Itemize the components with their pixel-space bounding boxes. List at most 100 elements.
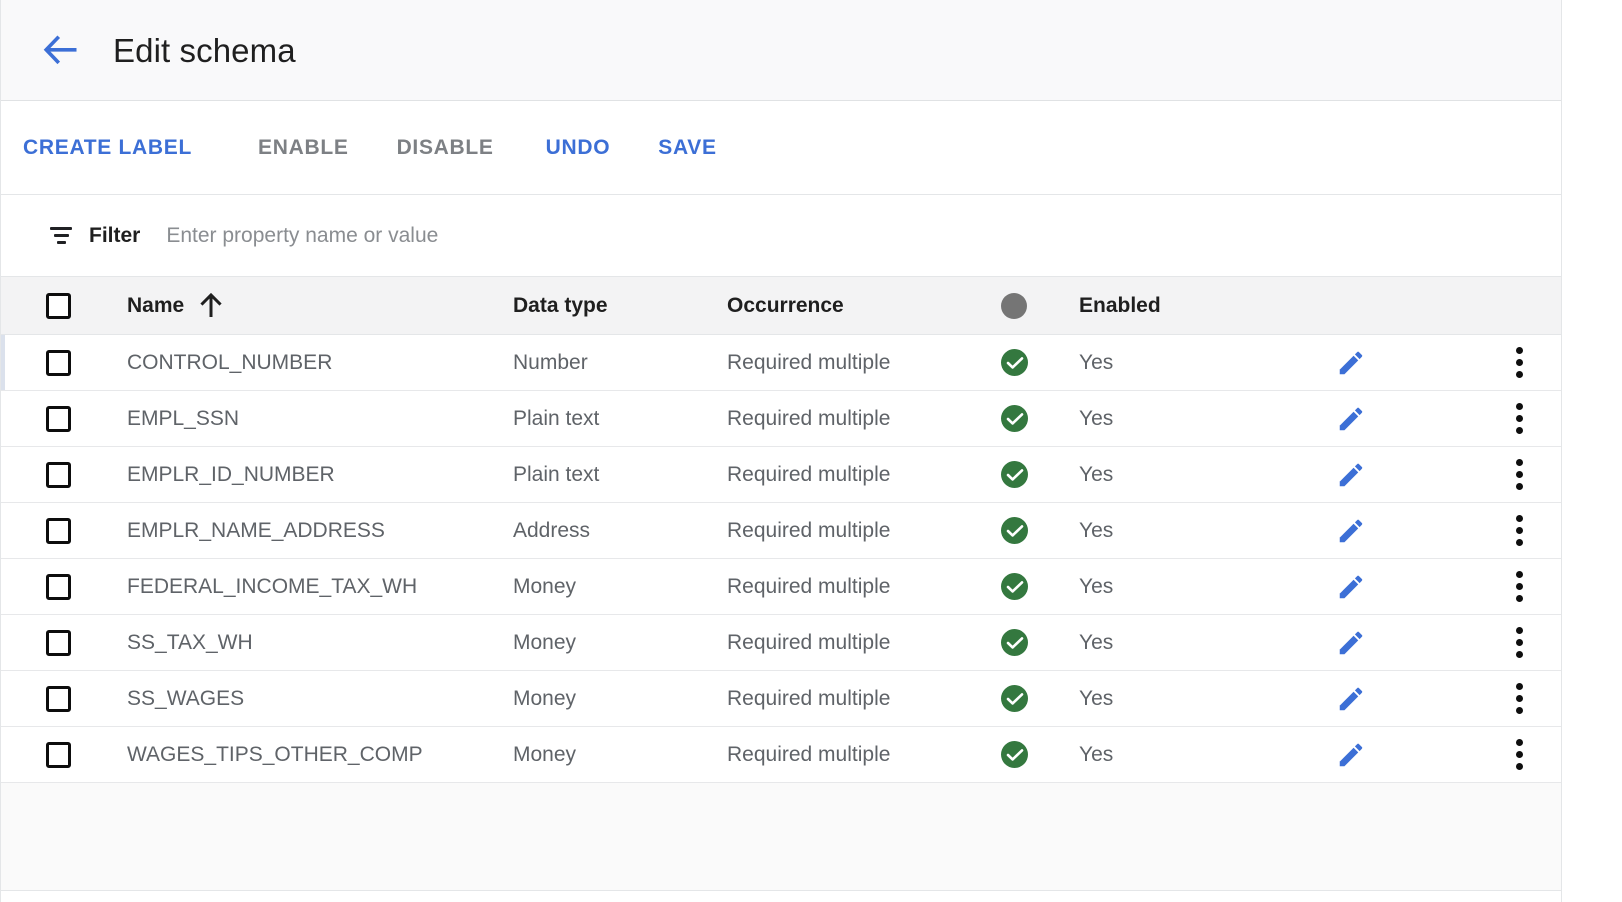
column-header-name[interactable]: Name: [127, 292, 513, 319]
column-header-occurrence-label: Occurrence: [727, 293, 844, 317]
select-all-checkbox[interactable]: [46, 292, 71, 319]
row-more-cell: [1451, 343, 1561, 383]
row-data-type-cell: Money: [513, 744, 727, 766]
row-enabled: Yes: [1079, 518, 1114, 542]
row-data-type: Money: [513, 630, 577, 654]
row-more-button[interactable]: [1499, 567, 1539, 607]
edit-row-button[interactable]: [1331, 623, 1371, 663]
row-name: EMPLR_NAME_ADDRESS: [127, 519, 385, 542]
row-occurrence: Required multiple: [727, 406, 891, 430]
row-data-type-cell: Plain text: [513, 408, 727, 430]
table-footer-area: [1, 783, 1561, 891]
row-select-cell: [1, 349, 127, 376]
enable-button[interactable]: ENABLE: [258, 136, 349, 159]
arrow-left-icon: [42, 35, 80, 65]
row-edit-cell: [1331, 511, 1451, 551]
pencil-icon: [1336, 516, 1366, 546]
column-header-data-type-label: Data type: [513, 293, 608, 317]
create-label-button[interactable]: CREATE LABEL: [23, 136, 193, 159]
row-name-cell: FEDERAL_INCOME_TAX_WH: [127, 576, 513, 597]
row-more-button[interactable]: [1499, 511, 1539, 551]
row-checkbox[interactable]: [46, 349, 71, 376]
edit-row-button[interactable]: [1331, 455, 1371, 495]
row-name-cell: EMPLR_ID_NUMBER: [127, 464, 513, 485]
row-more-button[interactable]: [1499, 343, 1539, 383]
table-row[interactable]: SS_TAX_WH Money Required multiple Yes: [1, 615, 1561, 671]
row-more-button[interactable]: [1499, 679, 1539, 719]
row-status-cell: [1001, 629, 1079, 656]
filter-input[interactable]: [166, 215, 1561, 256]
column-header-enabled[interactable]: Enabled: [1079, 295, 1331, 317]
edit-row-button[interactable]: [1331, 399, 1371, 439]
table-row[interactable]: WAGES_TIPS_OTHER_COMP Money Required mul…: [1, 727, 1561, 783]
check-circle-icon: [1001, 629, 1028, 656]
row-checkbox[interactable]: [46, 517, 71, 544]
row-more-cell: [1451, 679, 1561, 719]
row-more-button[interactable]: [1499, 623, 1539, 663]
row-data-type-cell: Money: [513, 576, 727, 598]
row-name-cell: SS_TAX_WH: [127, 632, 513, 653]
save-button[interactable]: SAVE: [658, 136, 717, 159]
row-more-button[interactable]: [1499, 455, 1539, 495]
disable-button[interactable]: DISABLE: [396, 136, 494, 159]
row-edit-cell: [1331, 735, 1451, 775]
table-header-row: Name Data type Occurrence: [1, 277, 1561, 335]
row-more-button[interactable]: [1499, 399, 1539, 439]
row-edit-cell: [1331, 343, 1451, 383]
row-checkbox[interactable]: [46, 405, 71, 432]
row-enabled: Yes: [1079, 742, 1114, 766]
table-row[interactable]: FEDERAL_INCOME_TAX_WH Money Required mul…: [1, 559, 1561, 615]
row-enabled: Yes: [1079, 350, 1114, 374]
column-header-name-label: Name: [127, 294, 185, 317]
undo-button[interactable]: UNDO: [545, 136, 611, 159]
row-data-type-cell: Plain text: [513, 464, 727, 486]
filter-bar: Filter: [1, 195, 1561, 277]
select-all-cell: [1, 292, 127, 319]
table-row[interactable]: EMPL_SSN Plain text Required multiple Ye…: [1, 391, 1561, 447]
table-row[interactable]: CONTROL_NUMBER Number Required multiple …: [1, 335, 1561, 391]
row-more-cell: [1451, 399, 1561, 439]
column-header-status[interactable]: [1001, 292, 1079, 319]
table-row[interactable]: EMPLR_NAME_ADDRESS Address Required mult…: [1, 503, 1561, 559]
row-checkbox[interactable]: [46, 461, 71, 488]
pencil-icon: [1336, 572, 1366, 602]
row-enabled: Yes: [1079, 462, 1114, 486]
schema-table: Name Data type Occurrence: [1, 277, 1561, 891]
edit-row-button[interactable]: [1331, 511, 1371, 551]
table-row[interactable]: EMPLR_ID_NUMBER Plain text Required mult…: [1, 447, 1561, 503]
edit-row-button[interactable]: [1331, 567, 1371, 607]
more-vertical-icon: [1515, 683, 1523, 714]
row-checkbox[interactable]: [46, 685, 71, 712]
column-header-occurrence[interactable]: Occurrence: [727, 295, 1001, 317]
content-panel: Edit schema CREATE LABEL ENABLE DISABLE …: [0, 0, 1562, 902]
row-enabled: Yes: [1079, 406, 1114, 430]
more-vertical-icon: [1515, 571, 1523, 602]
row-more-cell: [1451, 735, 1561, 775]
row-checkbox[interactable]: [46, 629, 71, 656]
row-checkbox[interactable]: [46, 741, 71, 768]
row-data-type-cell: Number: [513, 352, 727, 374]
row-occurrence-cell: Required multiple: [727, 688, 1001, 710]
row-occurrence-cell: Required multiple: [727, 576, 1001, 598]
row-more-button[interactable]: [1499, 735, 1539, 775]
row-occurrence-cell: Required multiple: [727, 744, 1001, 766]
row-status-cell: [1001, 685, 1079, 712]
edit-row-button[interactable]: [1331, 735, 1371, 775]
row-edit-cell: [1331, 679, 1451, 719]
column-header-data-type[interactable]: Data type: [513, 295, 727, 317]
filter-icon[interactable]: [47, 222, 75, 250]
row-status-cell: [1001, 405, 1079, 432]
row-checkbox[interactable]: [46, 573, 71, 600]
row-occurrence-cell: Required multiple: [727, 408, 1001, 430]
table-row[interactable]: SS_WAGES Money Required multiple Yes: [1, 671, 1561, 727]
row-data-type: Money: [513, 686, 577, 710]
row-select-cell: [1, 461, 127, 488]
edit-row-button[interactable]: [1331, 343, 1371, 383]
edit-row-button[interactable]: [1331, 679, 1371, 719]
row-name: FEDERAL_INCOME_TAX_WH: [127, 575, 418, 598]
pencil-icon: [1336, 348, 1366, 378]
page-bottom-area: [1, 891, 1561, 902]
back-button[interactable]: [35, 24, 87, 76]
row-select-cell: [1, 741, 127, 768]
